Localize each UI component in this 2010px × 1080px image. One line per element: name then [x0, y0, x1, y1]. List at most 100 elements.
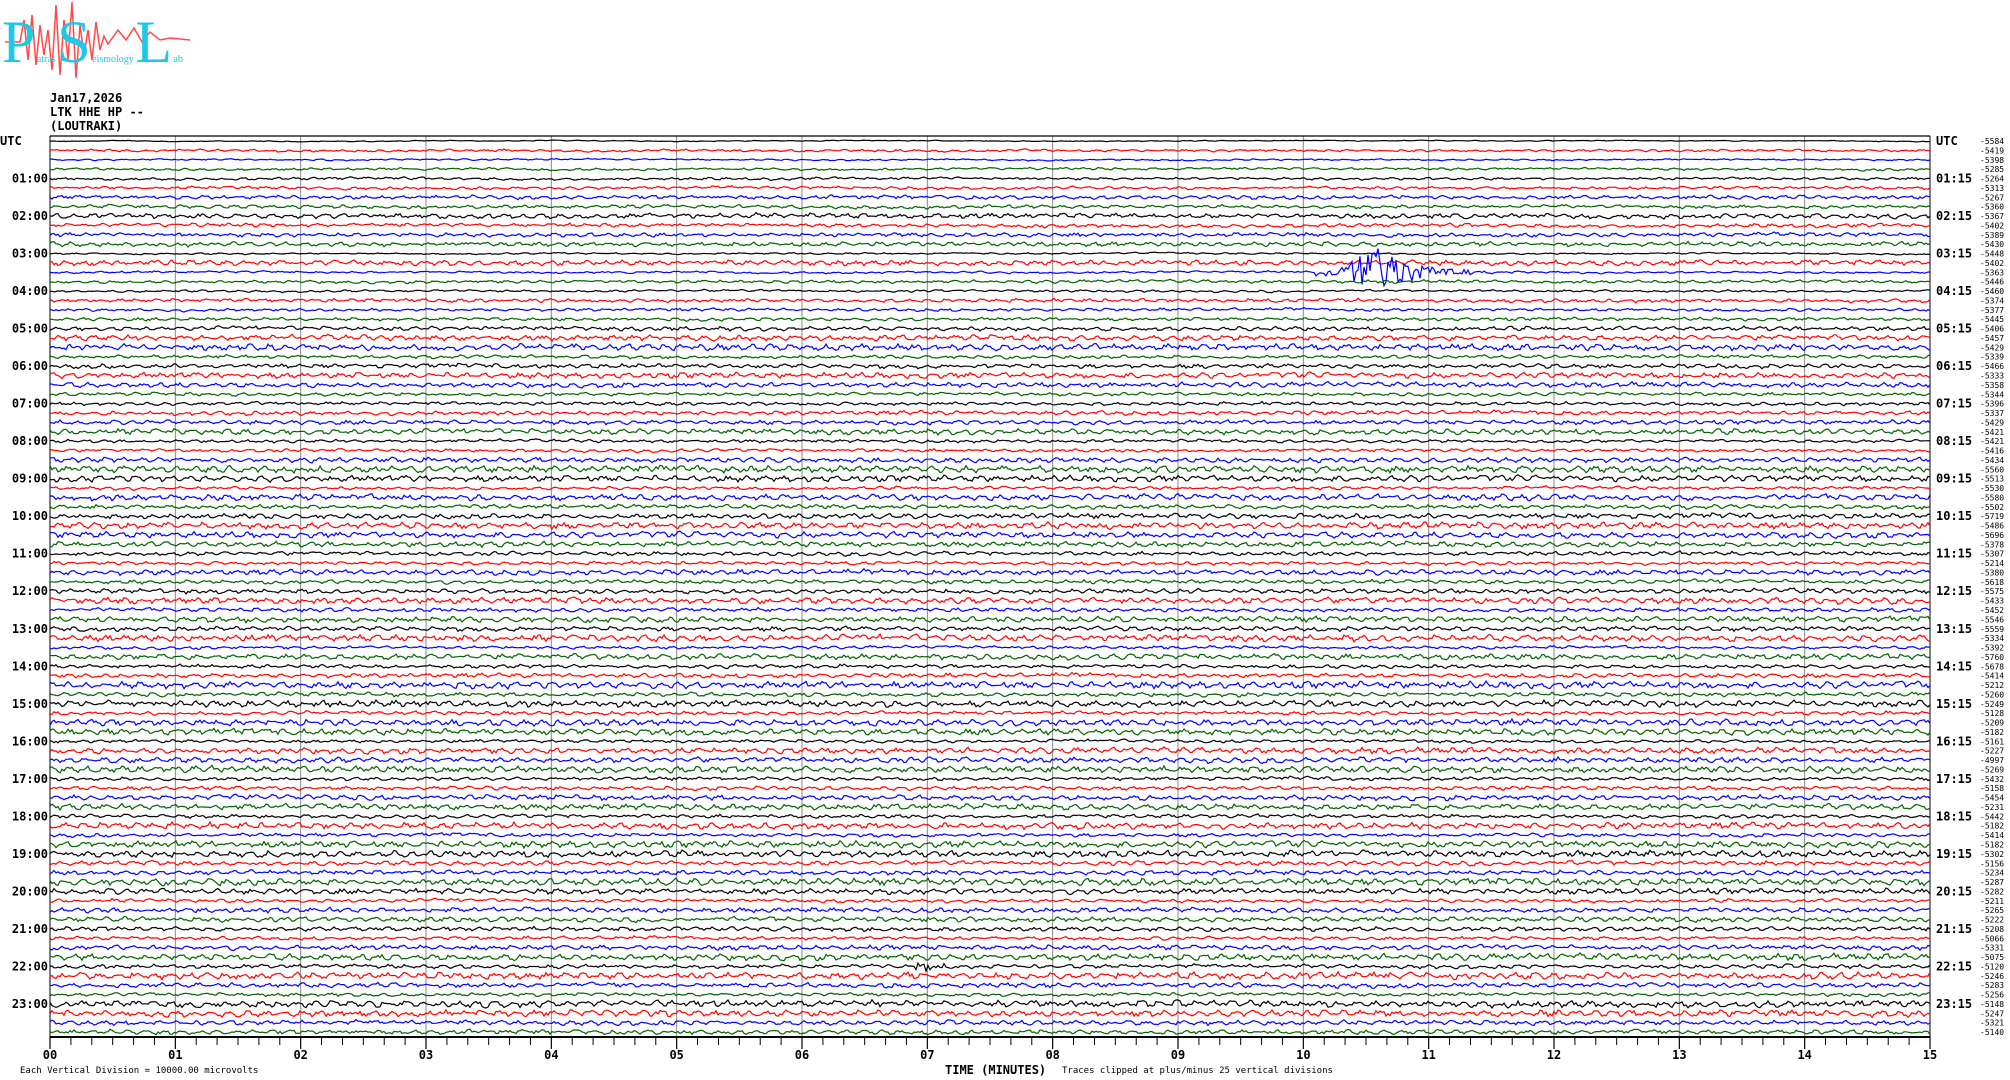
row-offset-value: -5260 [1980, 690, 2004, 699]
right-hour-label: 01:15 [1936, 172, 1972, 186]
row-offset-value: -5182 [1980, 822, 2004, 831]
row-offset-value: -5389 [1980, 231, 2004, 240]
trace-row [49, 333, 1931, 343]
trace-row [49, 578, 1931, 585]
row-offset-value: -5182 [1980, 728, 2004, 737]
row-offset-value: -5414 [1980, 672, 2004, 681]
row-offset-value: -5466 [1980, 362, 2004, 371]
x-tick-label: 09 [1171, 1048, 1185, 1062]
trace-row [49, 288, 1931, 294]
trace-row [49, 644, 1931, 651]
right-hour-label: 13:15 [1936, 622, 1972, 636]
row-offset-value: -5333 [1980, 372, 2004, 381]
trace-row [49, 1028, 1931, 1036]
trace-row [49, 342, 1931, 352]
row-offset-value: -5433 [1980, 597, 2004, 606]
trace-row [49, 625, 1931, 633]
row-offset-value: -5148 [1980, 1000, 2004, 1009]
row-offset-value: -5580 [1980, 493, 2004, 502]
left-hour-label: 11:00 [12, 547, 48, 561]
trace-row [49, 176, 1931, 182]
row-offset-value: -5302 [1980, 850, 2004, 859]
trace-row [49, 325, 1931, 332]
row-offset-value: -5457 [1980, 334, 2004, 343]
trace-row [49, 755, 1931, 765]
row-offset-value: -5265 [1980, 906, 2004, 915]
row-offset-value: -5249 [1980, 700, 2004, 709]
trace-row [49, 185, 1931, 191]
trace-row [49, 820, 1931, 831]
row-offset-value: -5452 [1980, 606, 2004, 615]
location-label: (LOUTRAKI) [50, 119, 123, 133]
trace-row [49, 981, 1931, 990]
right-hour-label: 09:15 [1936, 472, 1972, 486]
right-hour-label: 10:15 [1936, 509, 1972, 523]
trace-row [49, 371, 1931, 380]
row-offset-value: -5128 [1980, 709, 2004, 718]
trace-row [49, 550, 1931, 558]
psl-logo: P atras S eismology L ab [2, 1, 191, 79]
trace-row [49, 663, 1931, 670]
row-offset-value: -5414 [1980, 831, 2004, 840]
trace-row [49, 240, 1931, 248]
x-tick-label: 14 [1797, 1048, 1811, 1062]
row-offset-value: -5486 [1980, 522, 2004, 531]
right-hour-label: 12:15 [1936, 584, 1972, 598]
trace-row [49, 998, 1931, 1010]
right-hour-label: 21:15 [1936, 922, 1972, 936]
scale-note: Each Vertical Division = 10000.00 microv… [20, 1066, 259, 1076]
left-hour-label: 03:00 [12, 247, 48, 261]
trace-row [49, 380, 1931, 389]
row-offset-value: -5380 [1980, 568, 2004, 577]
row-offset-value: -5331 [1980, 944, 2004, 953]
row-offset-value: -5416 [1980, 447, 2004, 456]
trace-row [49, 802, 1931, 812]
row-offset-value: -5367 [1980, 212, 2004, 221]
trace-row [49, 485, 1931, 491]
left-hour-label: 08:00 [12, 434, 48, 448]
left-hour-label: 02:00 [12, 209, 48, 223]
trace-row [49, 671, 1931, 679]
trace-row [49, 991, 1931, 998]
trace-row [50, 139, 1930, 143]
trace-row [49, 887, 1931, 896]
right-hour-label: 18:15 [1936, 809, 1972, 823]
row-offset-value: -5696 [1980, 531, 2004, 540]
trace-row [49, 492, 1931, 502]
trace-row [49, 166, 1931, 172]
trace-row [49, 438, 1931, 444]
row-offset-value: -5560 [1980, 465, 2004, 474]
x-tick-label: 13 [1672, 1048, 1686, 1062]
trace-row [49, 456, 1931, 464]
trace-row [49, 961, 1931, 974]
row-offset-value: -5546 [1980, 615, 2004, 624]
right-hour-label: 07:15 [1936, 397, 1972, 411]
trace-row [49, 1008, 1931, 1019]
trace-row [49, 746, 1931, 755]
x-tick-label: 03 [419, 1048, 433, 1062]
trace-row [49, 897, 1931, 904]
trace-row [49, 259, 1931, 267]
x-tick-label: 01 [168, 1048, 182, 1062]
trace-row [49, 512, 1931, 521]
trace-row [49, 615, 1931, 624]
row-offset-value: -5460 [1980, 287, 2004, 296]
left-hour-label: 20:00 [12, 884, 48, 898]
x-tick-label: 11 [1421, 1048, 1435, 1062]
trace-row [49, 503, 1931, 511]
row-offset-value: -5182 [1980, 841, 2004, 850]
trace-row [49, 316, 1931, 322]
trace-row [49, 606, 1931, 613]
row-offset-value: -5313 [1980, 184, 2004, 193]
row-offset-value: -5075 [1980, 953, 2004, 962]
row-offset-value: -5282 [1980, 887, 2004, 896]
trace-row [49, 567, 1931, 577]
row-offset-value: -5140 [1980, 1028, 2004, 1037]
row-offset-value: -5378 [1980, 540, 2004, 549]
row-offset-value: -5575 [1980, 587, 2004, 596]
row-offset-value: -5283 [1980, 981, 2004, 990]
trace-row [49, 680, 1931, 690]
row-offset-value: -5421 [1980, 437, 2004, 446]
row-offset-value: -5227 [1980, 747, 2004, 756]
trace-row [49, 935, 1931, 941]
